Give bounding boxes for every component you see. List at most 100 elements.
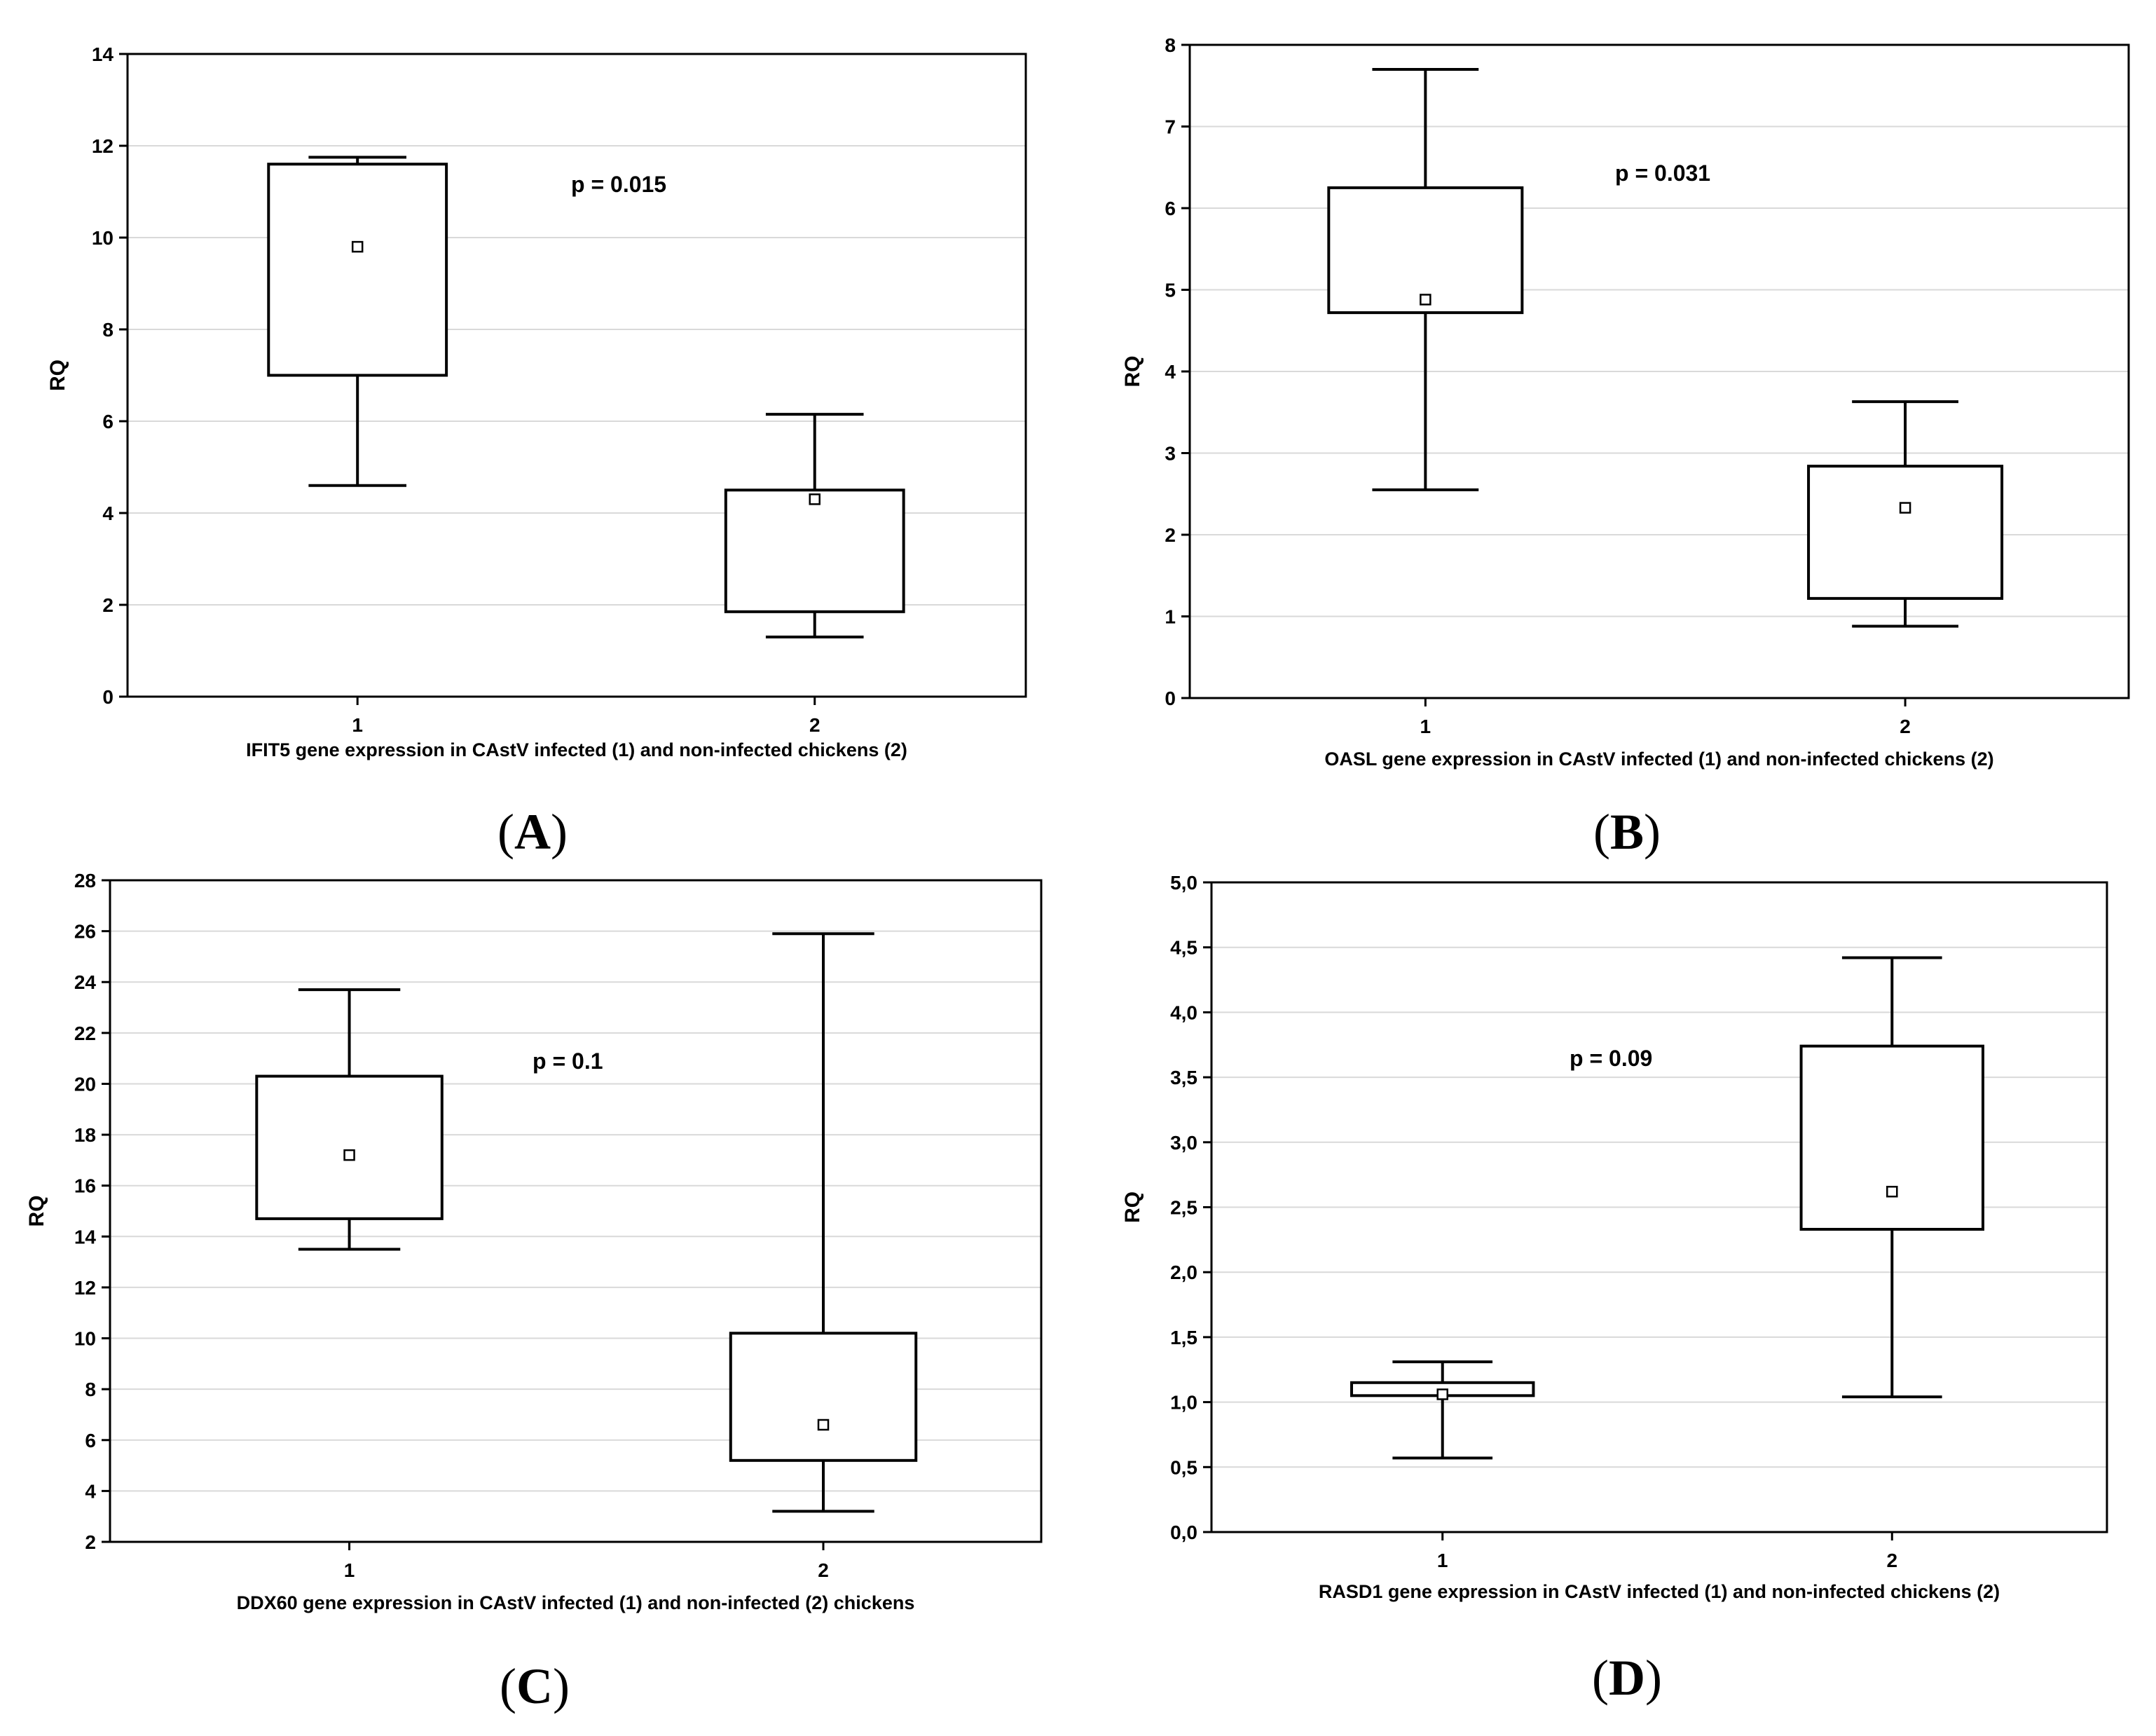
y-tick-label: 5: [1165, 280, 1176, 301]
x-tick-label: 2: [818, 1559, 829, 1581]
mean-marker: [1420, 294, 1431, 306]
x-axis-label: IFIT5 gene expression in CAstV infected …: [246, 739, 907, 760]
box-plot-1: [1350, 1360, 1535, 1460]
plot-frame: [109, 879, 1043, 1543]
y-tick-label: 12: [74, 1277, 96, 1299]
y-axis-label: RQ: [25, 1196, 48, 1227]
y-tick-label: 3,5: [1170, 1067, 1197, 1088]
y-tick-label: 6: [85, 1430, 96, 1451]
y-tick-label: 4: [1165, 361, 1176, 383]
mean-marker: [1886, 1186, 1898, 1198]
iqr-box: [1799, 1044, 1984, 1231]
panel-letter: A: [514, 804, 551, 860]
panel-letter: C: [516, 1658, 553, 1714]
y-tick-label: 28: [74, 870, 96, 891]
y-tick-label: 24: [74, 971, 97, 993]
y-tick-label: 4,0: [1170, 1002, 1197, 1023]
iqr-box: [729, 1332, 918, 1462]
y-tick-label: 10: [74, 1328, 96, 1350]
mean-marker: [343, 1149, 355, 1161]
y-tick-label: 4,5: [1170, 937, 1197, 959]
y-tick-label: 1: [1165, 606, 1176, 628]
mean-marker: [817, 1419, 830, 1431]
x-tick-label: 2: [809, 714, 820, 736]
panel-d: 0,0 0,5 1,0 1,5 2,0 2,5 3,0 3,5 4,0 4,5 5,0 1 2 RQ RAS…: [1121, 872, 2108, 1706]
mean-marker: [1899, 502, 1911, 514]
y-tick-label: 3,0: [1170, 1132, 1197, 1154]
x-axis-label: RASD1 gene expression in CAstV infected …: [1319, 1581, 2000, 1602]
iqr-box: [255, 1074, 444, 1220]
y-tick-label: 14: [92, 43, 114, 65]
y-tick-label: 1,5: [1170, 1327, 1197, 1348]
box-plot-2: [1799, 956, 1984, 1399]
y-tick-label: 20: [74, 1073, 96, 1095]
box-plot-2: [729, 932, 918, 1513]
panel-tag: (B): [1593, 804, 1661, 860]
y-tick-label: 2,5: [1170, 1197, 1197, 1219]
y-tick-label: 2: [85, 1531, 96, 1553]
y-tick-label: 0: [102, 686, 114, 708]
y-tick-label: 4: [85, 1480, 96, 1502]
y-tick-label: 18: [74, 1124, 96, 1146]
y-tick-label: 0: [1165, 688, 1176, 709]
y-tick-label: 0,0: [1170, 1522, 1197, 1543]
y-tick-label: 14: [74, 1226, 97, 1248]
panel-tag: (A): [497, 804, 568, 860]
y-tick-label: 1,0: [1170, 1392, 1197, 1414]
y-tick-label: 8: [1165, 34, 1176, 56]
y-tick-label: 2: [102, 594, 114, 616]
y-tick-label: 7: [1165, 116, 1176, 138]
panel-tag: (C): [500, 1658, 570, 1714]
panel-tag: (D): [1592, 1650, 1662, 1706]
p-value-annotation: p = 0.015: [571, 172, 666, 197]
x-axis-label: DDX60 gene expression in CAstV infected …: [237, 1592, 915, 1613]
p-value-annotation: p = 0.031: [1615, 160, 1710, 186]
y-tick-label: 3: [1165, 443, 1176, 465]
y-tick-label: 10: [92, 227, 114, 249]
x-tick-label: 2: [1886, 1550, 1897, 1571]
y-tick-label: 22: [74, 1023, 96, 1044]
mean-marker: [809, 493, 820, 505]
mean-marker: [1436, 1388, 1448, 1400]
iqr-box: [724, 488, 905, 613]
x-tick-label: 2: [1900, 716, 1911, 737]
x-tick-label: 1: [352, 714, 363, 736]
y-axis-label: RQ: [46, 360, 69, 391]
y-tick-label: 8: [85, 1379, 96, 1400]
y-tick-label: 6: [102, 411, 114, 432]
y-tick-label: 12: [92, 135, 114, 157]
plot-frame: [126, 53, 1027, 698]
p-value-annotation: p = 0.1: [533, 1048, 603, 1074]
panel-letter: D: [1609, 1650, 1645, 1706]
y-tick-label: 26: [74, 921, 96, 943]
y-tick-label: 4: [102, 503, 114, 524]
y-axis-label: RQ: [1121, 1191, 1144, 1223]
mean-marker: [351, 240, 364, 253]
iqr-box: [267, 163, 448, 377]
panel-b: 0 1 2 3 4 5 6 7 8 1 2 RQ OASL gene expression in CAs…: [1121, 34, 2130, 860]
y-tick-label: 0,5: [1170, 1456, 1197, 1478]
y-tick-label: 2,0: [1170, 1262, 1197, 1283]
box-plot-2: [1807, 400, 2004, 628]
x-tick-label: 1: [1437, 1550, 1448, 1571]
box-plot-1: [255, 988, 444, 1251]
y-tick-label: 16: [74, 1175, 96, 1197]
iqr-box: [1807, 465, 2004, 600]
x-tick-label: 1: [344, 1559, 355, 1581]
y-tick-label: 8: [102, 319, 114, 341]
y-tick-label: 2: [1165, 524, 1176, 546]
p-value-annotation: p = 0.09: [1570, 1046, 1652, 1071]
box-plot-1: [267, 156, 448, 487]
box-plot-2: [724, 413, 905, 638]
y-tick-label: 5,0: [1170, 872, 1197, 894]
iqr-box: [1327, 186, 1524, 315]
box-plot-1: [1327, 67, 1524, 491]
y-axis-label: RQ: [1121, 356, 1144, 388]
panel-letter: B: [1610, 804, 1644, 860]
x-axis-label: OASL gene expression in CAstV infected (…: [1324, 749, 1993, 770]
x-tick-label: 1: [1420, 716, 1431, 737]
y-tick-label: 6: [1165, 198, 1176, 219]
